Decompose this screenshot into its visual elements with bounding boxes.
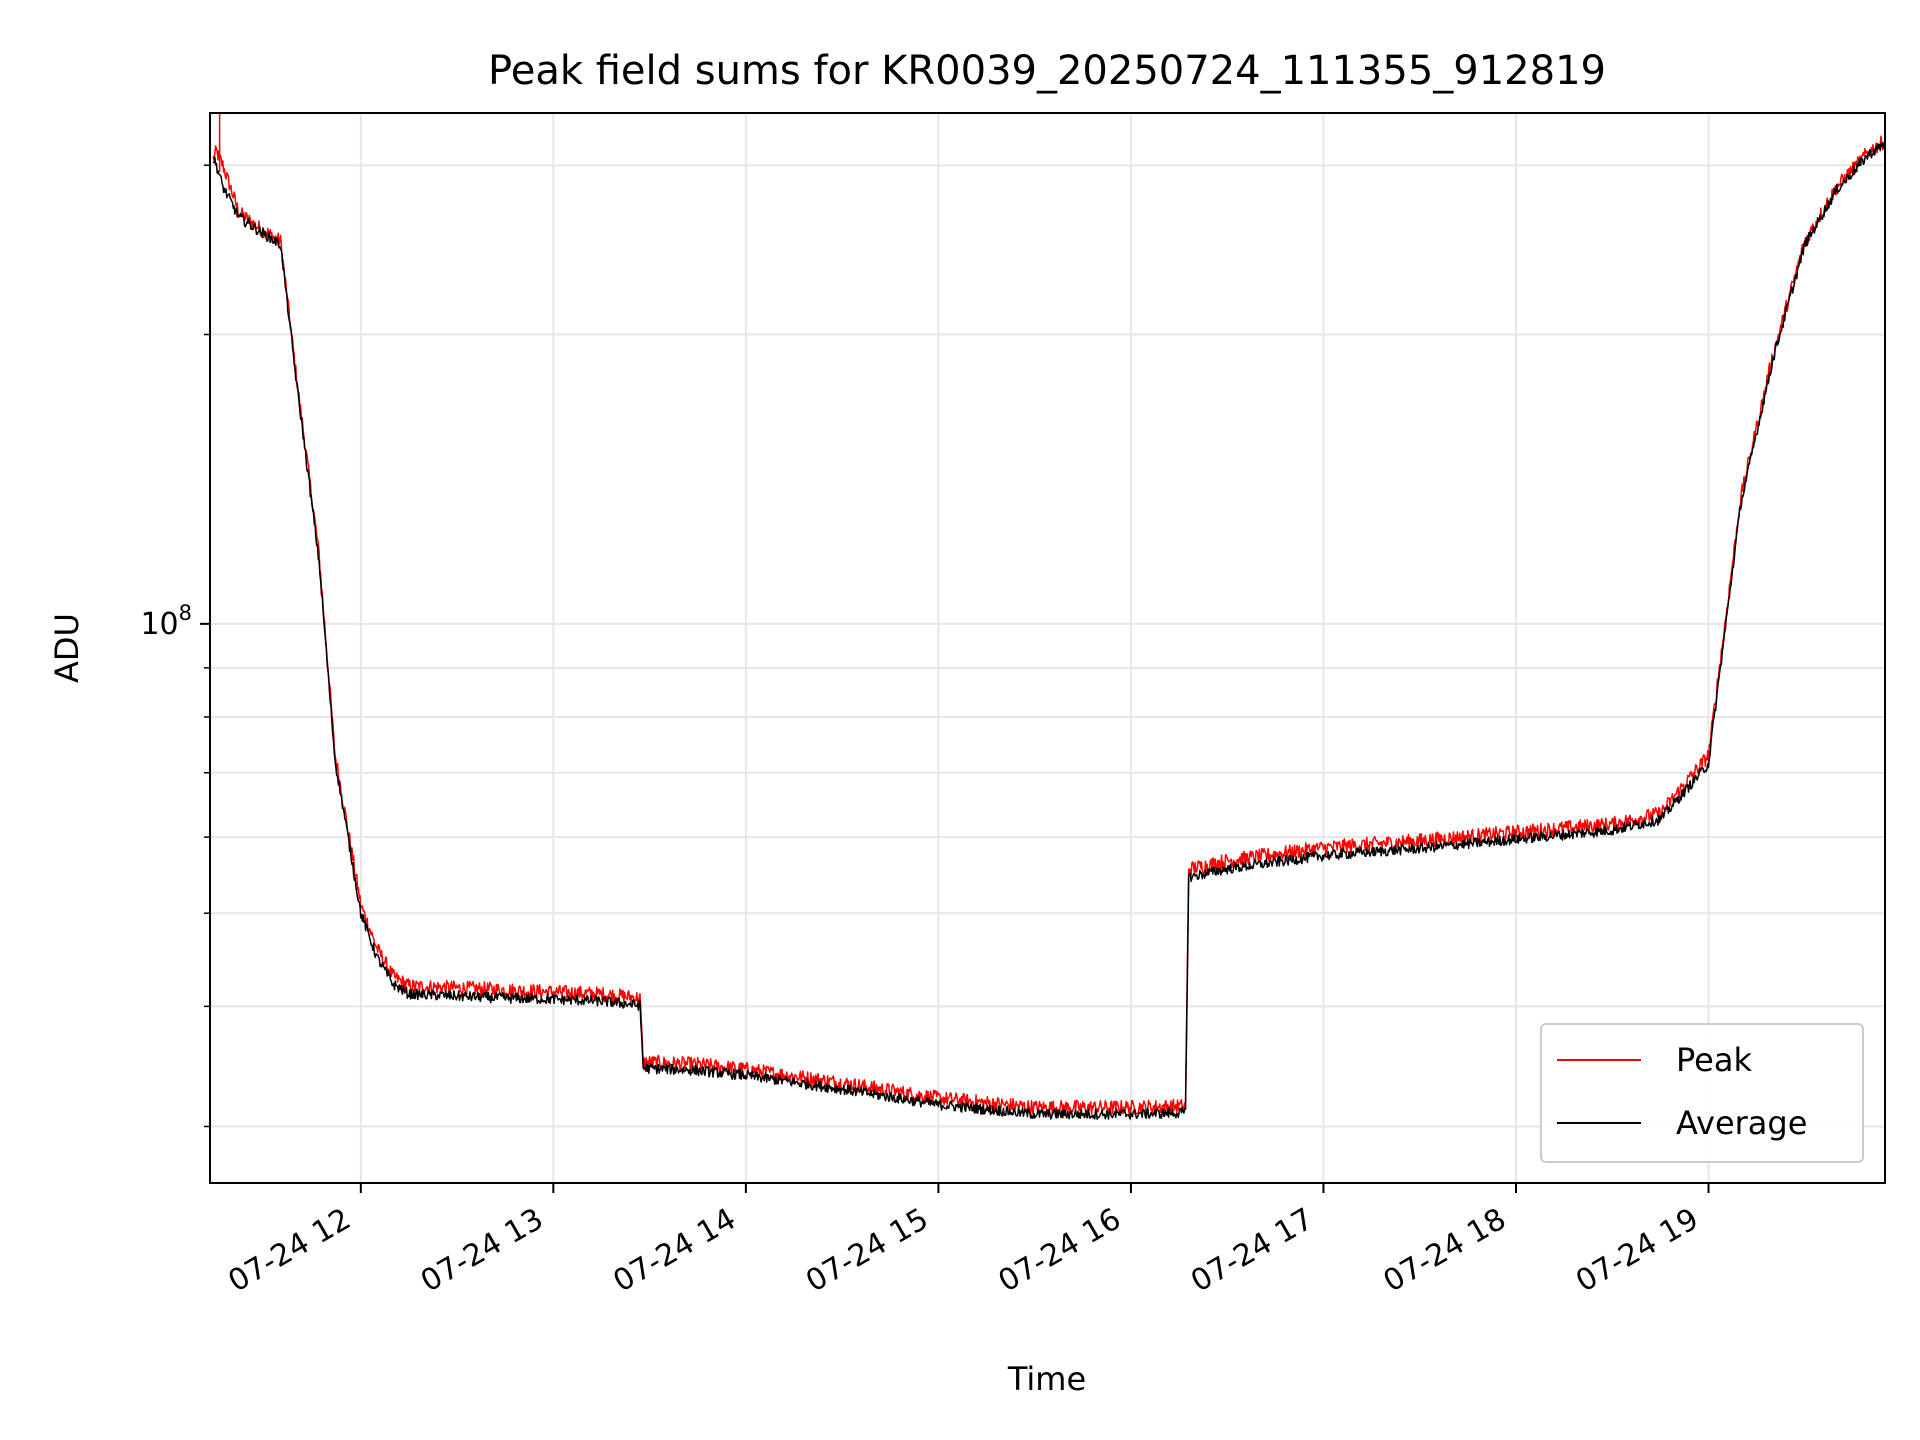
legend-label-average: Average [1676,1104,1807,1142]
legend: Peak Average [1540,1023,1864,1163]
plot-frame [209,112,1886,1184]
y-tick-label: 108 [140,601,192,642]
grid [210,113,1885,1183]
legend-box [1540,1023,1864,1163]
series-line-average [212,142,1886,1121]
x-axis-title: Time [1007,1360,1086,1398]
series-group [212,113,1886,1121]
chart-title: Peak field sums for KR0039_20250724_1113… [488,48,1606,94]
legend-label-peak: Peak [1676,1041,1752,1079]
y-axis-title: ADU [48,613,86,683]
